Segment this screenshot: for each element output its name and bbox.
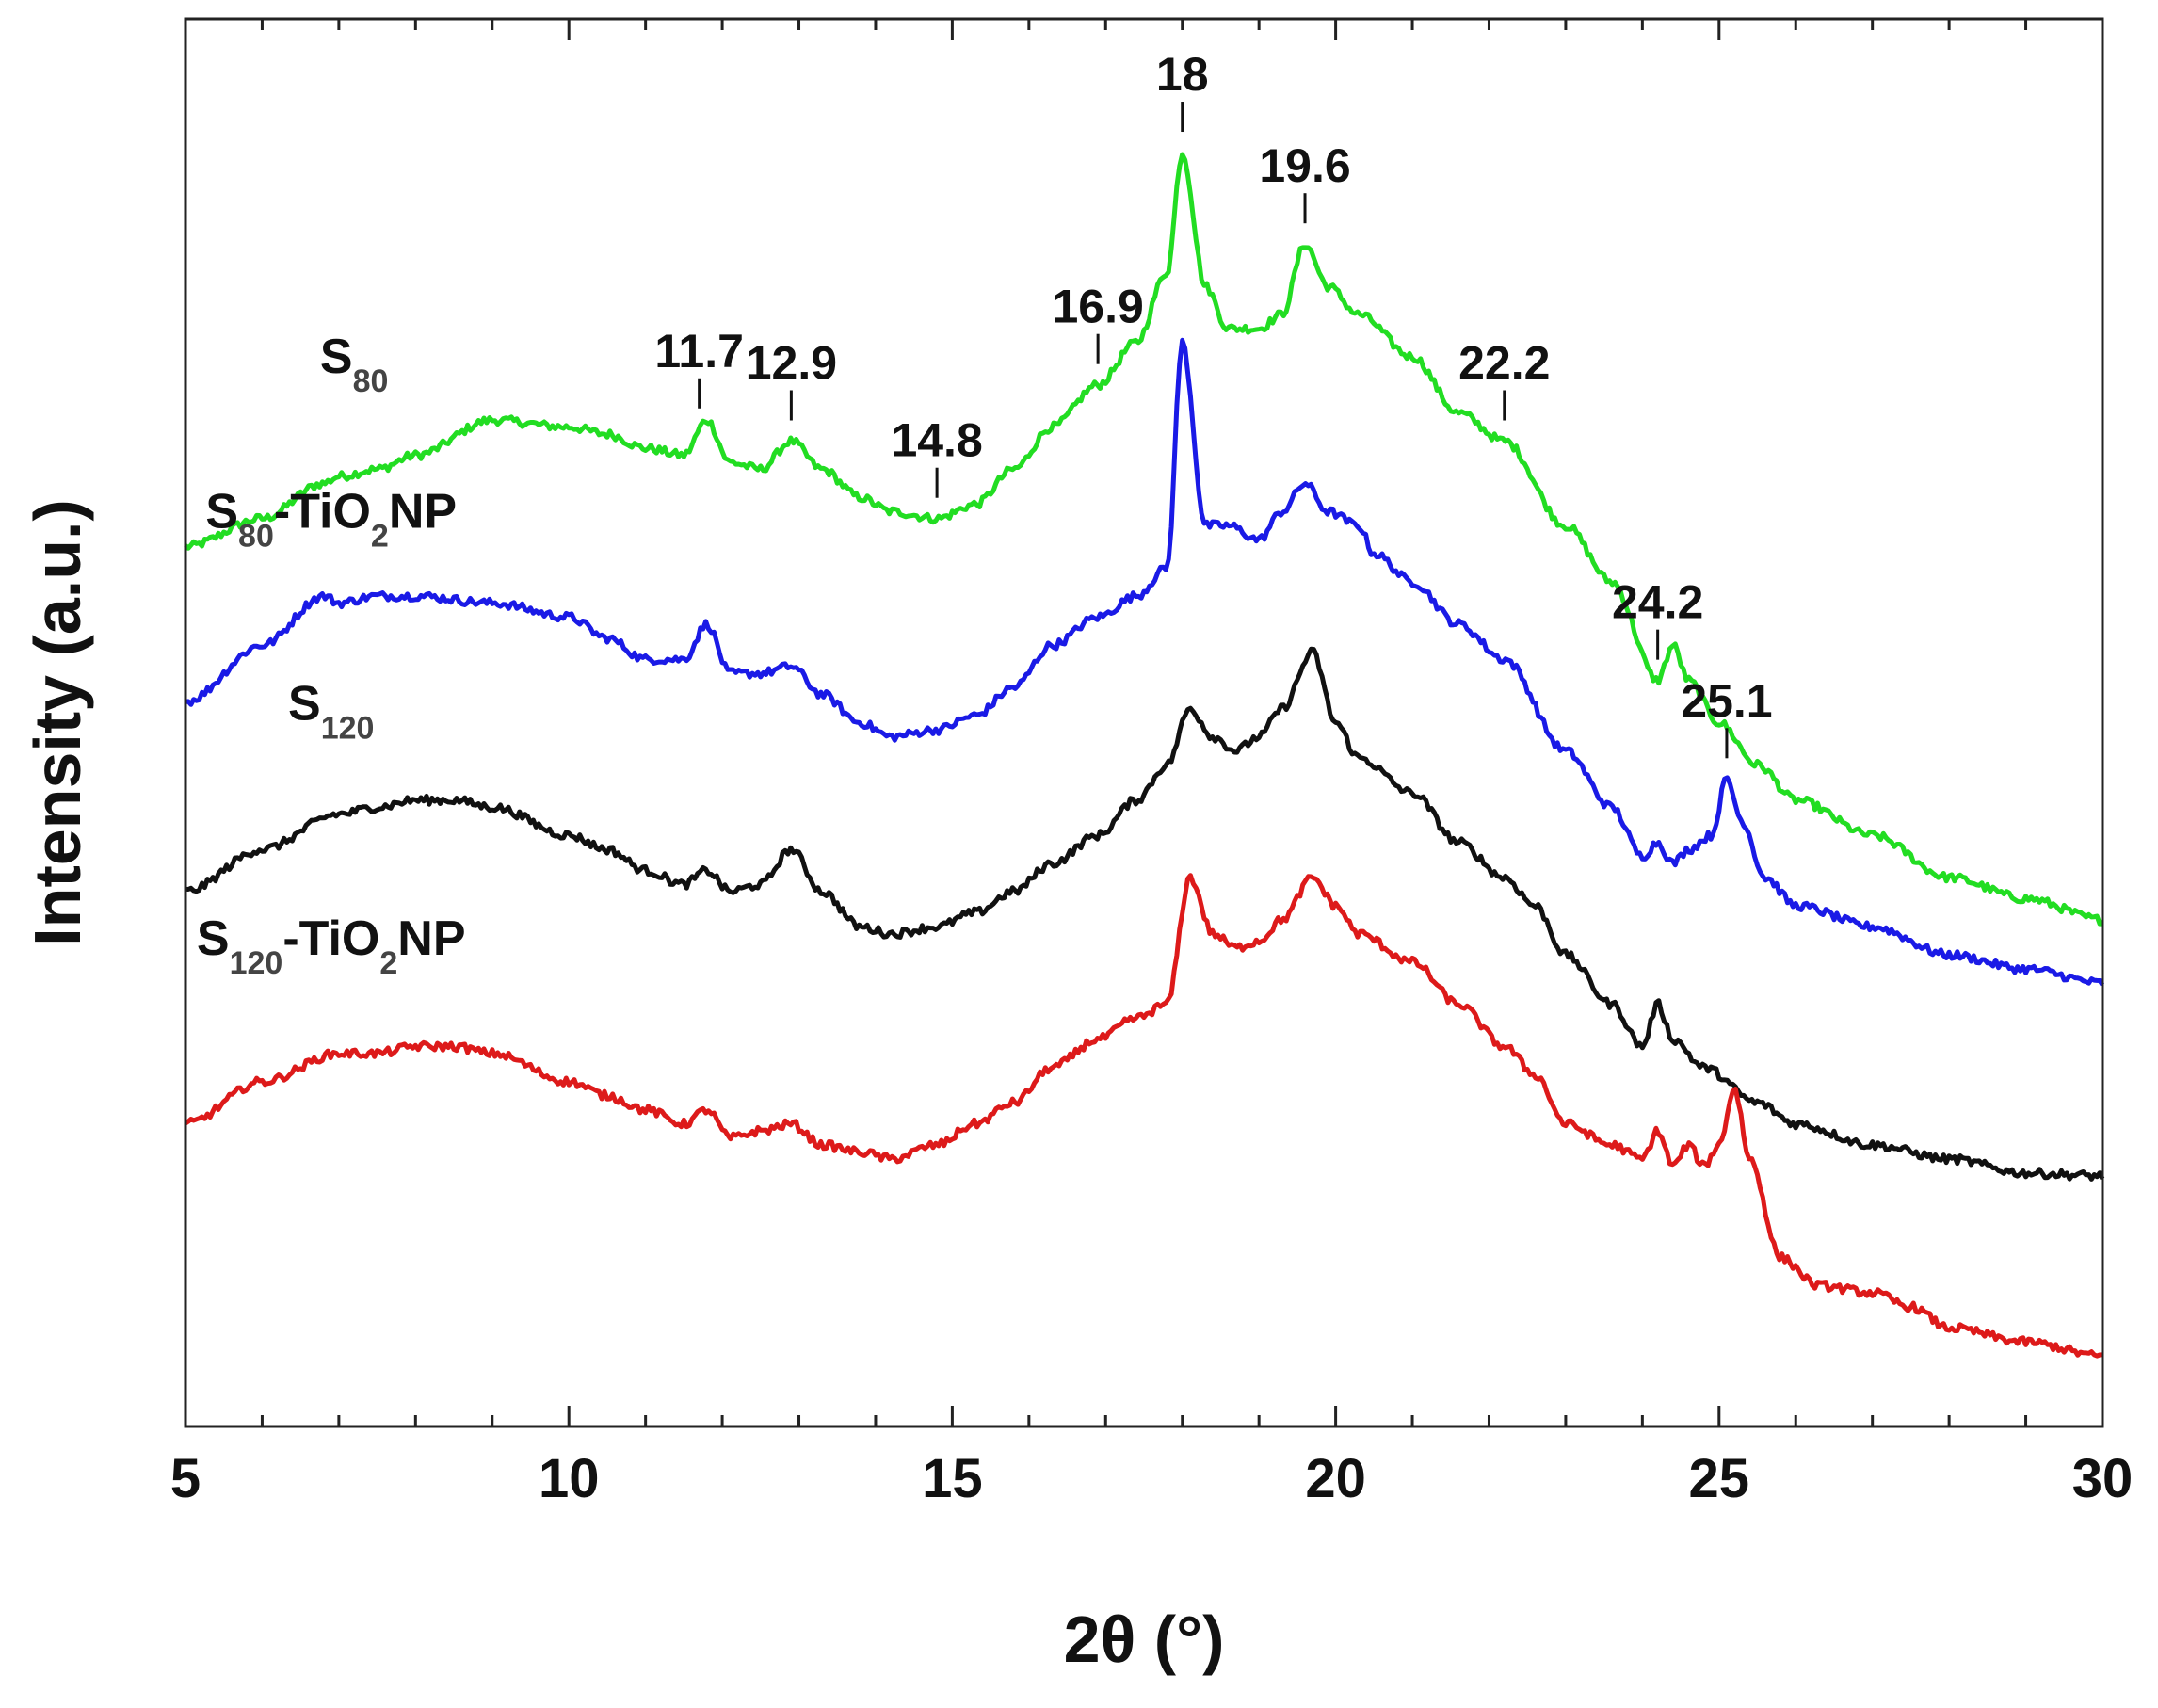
series-label-sub: 80: [353, 363, 389, 399]
peak-label: 18: [1156, 48, 1209, 101]
x-tick-label: 25: [1689, 1448, 1750, 1509]
peak-label: 12.9: [746, 337, 837, 390]
series-label-sub: 80: [238, 518, 274, 554]
series-label-sub: 120: [230, 945, 283, 981]
series-label: S120: [288, 677, 374, 747]
plot-area: [184, 152, 2105, 1359]
peak-label: 16.9: [1052, 281, 1143, 333]
x-tick-label: 10: [539, 1448, 600, 1509]
series-label: S120-TiO2NP: [197, 911, 466, 981]
series-label-main: S: [320, 330, 353, 384]
peak-label: 19.6: [1259, 139, 1350, 192]
series-label: S80-TiO2NP: [205, 484, 457, 554]
series-label-tail: -TiO: [274, 484, 371, 539]
series-label-main: S: [197, 911, 230, 966]
x-axis-title: 2θ (°): [1064, 1603, 1225, 1676]
series-line-0: [184, 152, 2103, 927]
series-label-tail-sub: 2: [371, 518, 389, 554]
series-label-tail: -TiO: [282, 911, 379, 966]
x-tick-label: 5: [170, 1448, 201, 1509]
axes: 5 10 15 20 25 30: [170, 17, 2134, 1509]
peak-label: 25.1: [1681, 674, 1772, 727]
series-label: S80: [320, 330, 389, 399]
x-tick-label: 30: [2072, 1448, 2134, 1509]
series-line-2: [185, 646, 2105, 1182]
series-label-main: S: [288, 677, 321, 732]
peak-label: 11.7: [654, 325, 744, 378]
series-line-1: [185, 337, 2105, 987]
series-line-3: [184, 873, 2103, 1359]
peak-label: 22.2: [1458, 337, 1550, 390]
series-label-tail2: NP: [389, 484, 457, 539]
series-label-main: S: [205, 484, 238, 539]
series-label-tail-sub: 2: [379, 945, 397, 981]
y-axis-title: Intensity (a.u.): [21, 499, 94, 945]
peak-label: 24.2: [1612, 576, 1703, 629]
x-tick-label: 15: [922, 1448, 983, 1509]
plot-frame: [184, 17, 2104, 1428]
x-tick-label: 20: [1305, 1448, 1366, 1509]
peak-label: 14.8: [891, 414, 982, 467]
series-label-tail2: NP: [397, 911, 465, 966]
series-label-sub: 120: [321, 711, 375, 747]
